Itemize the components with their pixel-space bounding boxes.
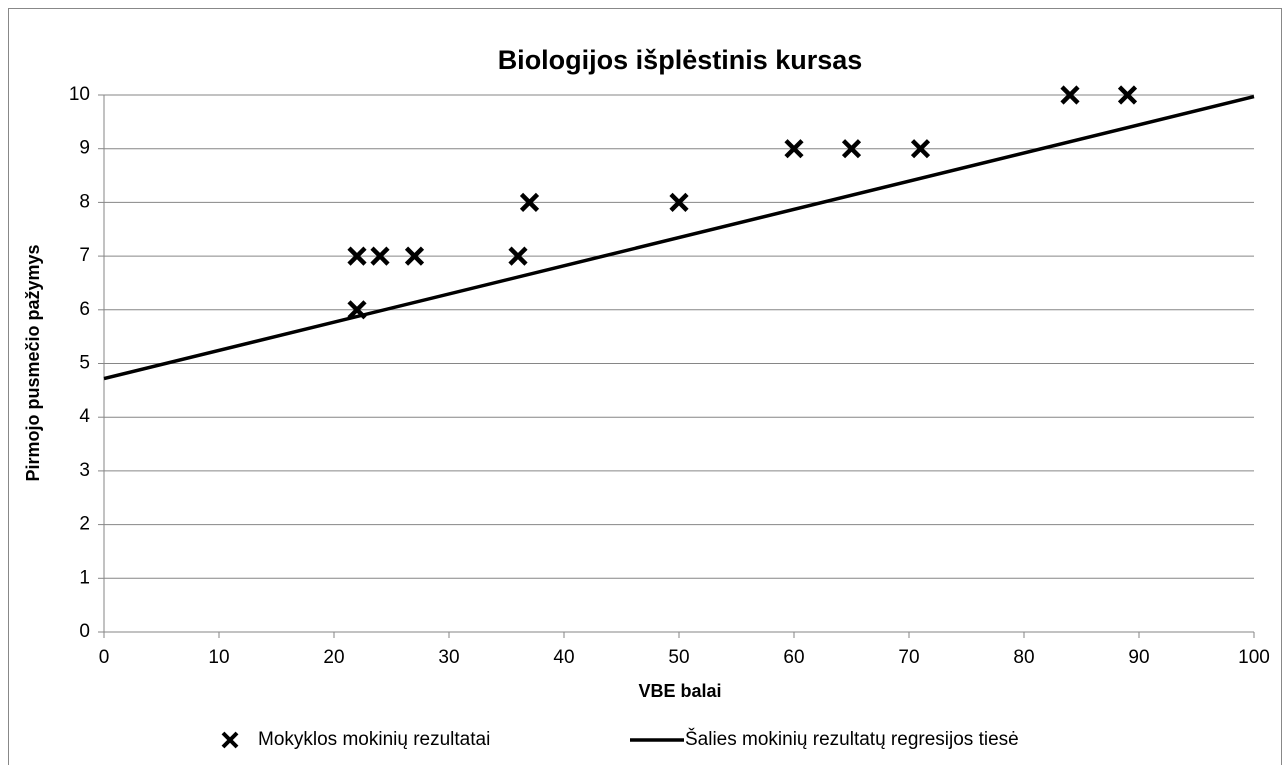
point [370, 246, 390, 266]
x-tick-label: 80 [1013, 647, 1034, 668]
y-tick-label: 0 [79, 621, 90, 642]
point [1117, 85, 1138, 105]
x-tick-label: 50 [668, 647, 689, 668]
point [669, 192, 689, 212]
point [519, 192, 540, 212]
x-tick-label: 10 [208, 647, 229, 668]
point [910, 139, 931, 159]
x-tick-label: 20 [323, 647, 344, 668]
y-tick-label: 8 [79, 191, 90, 212]
y-tick-label: 3 [79, 460, 90, 481]
x-tick-label: 90 [1128, 647, 1149, 668]
y-tick-label: 2 [79, 514, 90, 535]
y-tick-label: 5 [79, 353, 90, 374]
point [347, 300, 367, 320]
chart-title: Biologijos išplėstinis kursas [498, 45, 863, 75]
y-tick-label: 9 [79, 138, 90, 159]
legend-label: Mokyklos mokinių rezultatai [258, 729, 490, 750]
chart-border [8, 8, 1282, 765]
x-tick-label: 60 [783, 647, 804, 668]
x-tick-label: 0 [99, 647, 110, 668]
point [841, 139, 862, 159]
point [508, 246, 528, 266]
point [347, 246, 367, 266]
x-tick-label: 70 [898, 647, 919, 668]
y-tick-label: 1 [79, 567, 90, 588]
y-tick-label: 7 [79, 245, 90, 266]
y-tick-label: 6 [79, 299, 90, 320]
legend-marker [221, 731, 239, 749]
x-tick-label: 30 [438, 647, 459, 668]
y-tick-label: 4 [79, 406, 90, 427]
x-tick-label: 100 [1238, 647, 1270, 668]
x-axis-label: VBE balai [638, 681, 721, 701]
legend-label: Šalies mokinių rezultatų regresijos ties… [685, 728, 1019, 750]
y-tick-label: 10 [69, 84, 90, 105]
regression-line [103, 94, 1255, 381]
x-tick-label: 40 [553, 647, 574, 668]
point [784, 139, 804, 159]
point [1060, 85, 1080, 105]
point [404, 246, 425, 266]
y-axis-label: Pirmojo pusmečio pažymys [23, 244, 43, 481]
